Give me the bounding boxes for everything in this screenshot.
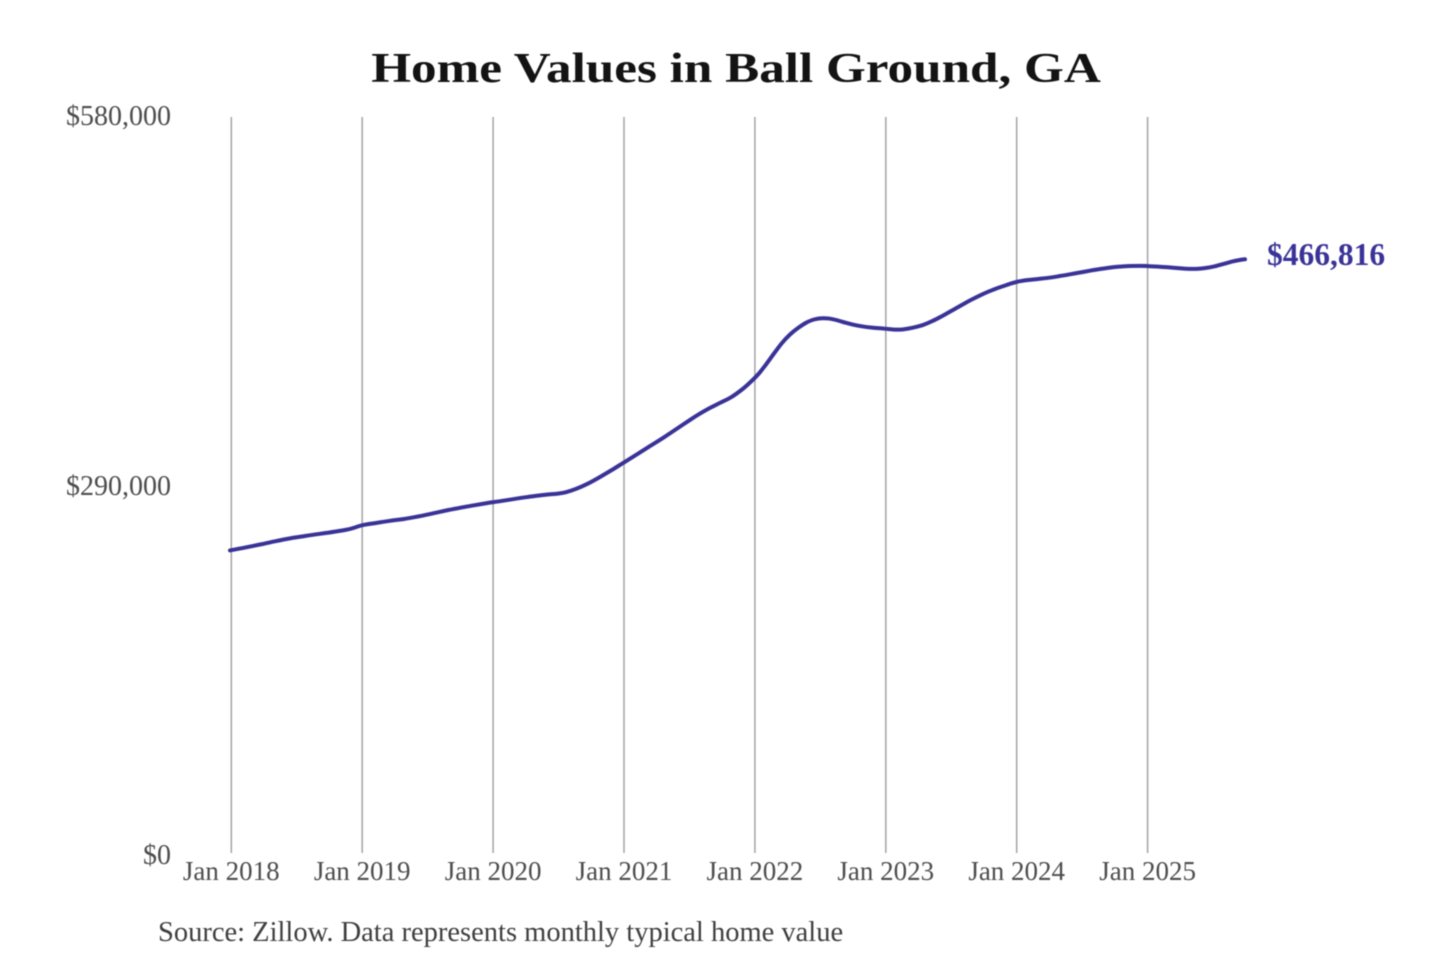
svg-text:Jan 2020: Jan 2020 [445,856,542,886]
svg-text:Jan 2025: Jan 2025 [1099,856,1196,886]
svg-text:Jan 2022: Jan 2022 [707,856,804,886]
svg-text:Jan 2023: Jan 2023 [837,856,934,886]
svg-text:$580,000: $580,000 [66,101,171,132]
svg-text:$0: $0 [143,840,171,871]
svg-text:$290,000: $290,000 [66,471,171,502]
svg-text:Jan 2018: Jan 2018 [183,856,280,886]
svg-text:$466,816: $466,816 [1267,237,1385,272]
svg-text:Jan 2021: Jan 2021 [576,856,673,886]
svg-text:Jan 2024: Jan 2024 [968,856,1065,886]
svg-text:Jan 2019: Jan 2019 [314,856,411,886]
svg-text:Source: Zillow. Data represent: Source: Zillow. Data represents monthly … [158,917,843,948]
svg-text:Home Values in Ball Ground, GA: Home Values in Ball Ground, GA [371,45,1101,92]
